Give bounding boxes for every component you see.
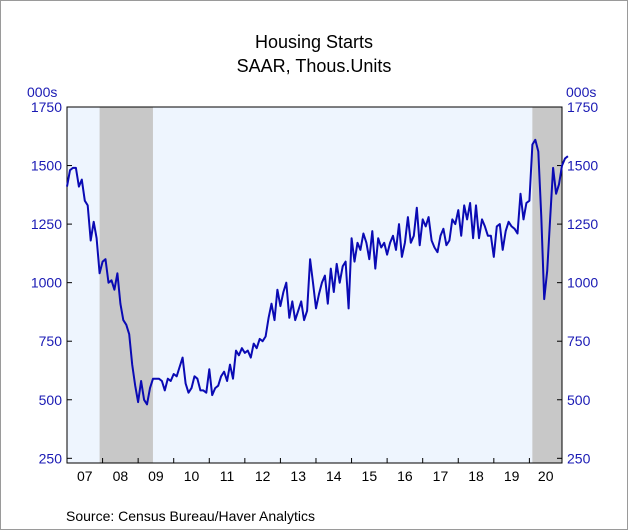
x-tick-label: 12 xyxy=(255,468,271,484)
y-tick-label-right: 1250 xyxy=(567,216,598,232)
y-tick-label-right: 1750 xyxy=(567,99,598,115)
y-tick-label-left: 250 xyxy=(39,450,63,466)
x-tick-label: 17 xyxy=(433,468,449,484)
y-tick-label-right: 1000 xyxy=(567,275,598,291)
x-tick-label: 07 xyxy=(77,468,93,484)
x-tick-label: 15 xyxy=(362,468,378,484)
right-axis-unit: 000s xyxy=(566,84,597,100)
x-tick-label: 20 xyxy=(538,468,554,484)
x-tick-label: 19 xyxy=(504,468,520,484)
x-tick-label: 14 xyxy=(326,468,342,484)
left-axis-unit: 000s xyxy=(27,84,58,100)
y-tick-label-left: 750 xyxy=(39,333,63,349)
x-tick-label: 18 xyxy=(468,468,484,484)
y-tick-label-left: 500 xyxy=(39,392,63,408)
x-tick-label: 10 xyxy=(184,468,200,484)
y-tick-label-right: 750 xyxy=(567,333,591,349)
source-note: Source: Census Bureau/Haver Analytics xyxy=(66,508,316,524)
y-tick-label-left: 1250 xyxy=(31,216,62,232)
recession-band xyxy=(99,107,153,463)
y-tick-label-left: 1750 xyxy=(31,99,62,115)
x-tick-label: 13 xyxy=(290,468,306,484)
series-line xyxy=(66,138,569,406)
x-tick-label: 16 xyxy=(397,468,413,484)
x-tick-label: 09 xyxy=(148,468,164,484)
chart-subtitle: SAAR, Thous.Units xyxy=(236,56,392,76)
x-tick-label: 11 xyxy=(220,468,235,484)
plot-border xyxy=(66,106,563,464)
y-tick-label-right: 1500 xyxy=(567,158,598,174)
recession-band xyxy=(532,107,562,463)
y-tick-label-left: 1000 xyxy=(31,275,62,291)
y-tick-label-right: 250 xyxy=(567,450,591,466)
y-tick-label-left: 1500 xyxy=(31,158,62,174)
chart-title: Housing Starts xyxy=(254,32,374,52)
x-tick-label: 08 xyxy=(113,468,129,484)
y-tick-label-right: 500 xyxy=(567,392,591,408)
